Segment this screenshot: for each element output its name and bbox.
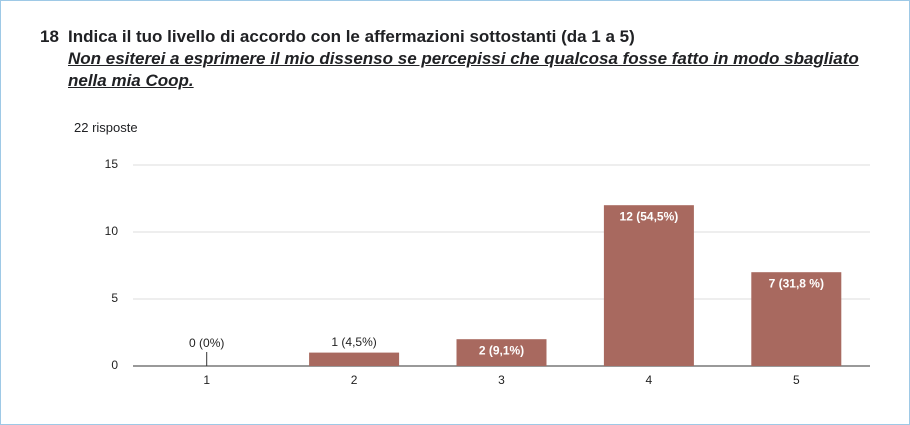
data-label: 12 (54,5%): [620, 209, 679, 223]
bar: [603, 205, 694, 366]
x-tick-label: 4: [646, 373, 653, 387]
question: 18 Indica il tuo livello di accordo con l…: [40, 26, 880, 48]
data-label: 1 (4,5%): [331, 335, 376, 349]
chart-subtitle: Non esiterei a esprimere il mio dissenso…: [68, 49, 859, 90]
header: 18 Indica il tuo livello di accordo con l…: [40, 26, 880, 92]
question-number: 18: [40, 27, 59, 46]
response-count: 22 risposte: [74, 120, 138, 135]
y-tick-label: 0: [111, 358, 118, 372]
data-label: 2 (9,1%): [479, 343, 524, 357]
bar: [751, 272, 842, 366]
bar: [456, 339, 547, 366]
x-tick-label: 3: [498, 373, 505, 387]
chart-title: Indica il tuo livello di accordo con le …: [68, 27, 635, 46]
x-tick-label: 1: [203, 373, 210, 387]
data-label: 0 (0%): [189, 336, 224, 350]
x-tick-label: 2: [351, 373, 358, 387]
data-label: 7 (31,8 %): [769, 276, 824, 290]
x-tick-label: 5: [793, 373, 800, 387]
y-tick-label: 5: [111, 291, 118, 305]
y-tick-label: 15: [105, 157, 119, 171]
bar: [309, 352, 400, 366]
y-tick-label: 10: [105, 224, 119, 238]
